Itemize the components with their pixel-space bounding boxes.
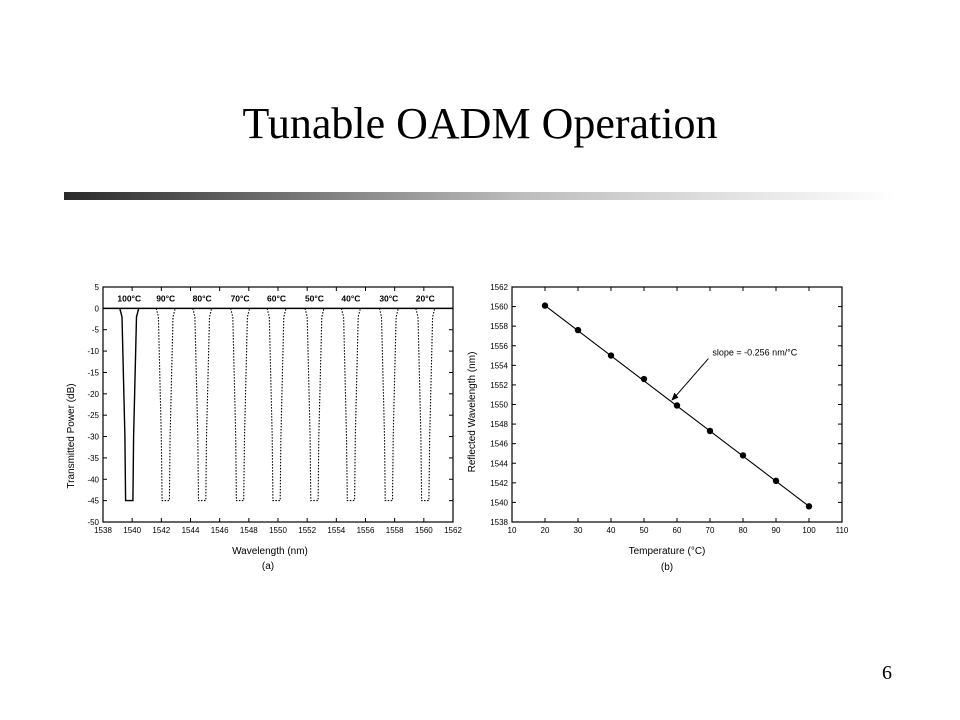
chart-b-annotation-arrow (674, 358, 709, 398)
chart-a-xtick-label: 1556 (357, 526, 375, 535)
chart-a-ytick-label: -20 (87, 390, 99, 399)
chart-b-xtick-label: 10 (508, 526, 517, 535)
chart-b-panel-label: (b) (661, 562, 673, 573)
chart-a-notch-0 (119, 308, 140, 502)
chart-b-data-point (574, 326, 582, 334)
chart-b-xtick-label: 70 (706, 526, 715, 535)
chart-b-data-point (772, 477, 780, 485)
chart-b-ytick-label: 1556 (490, 342, 508, 351)
chart-a-ytick-label: -5 (92, 326, 100, 335)
chart-a-xtick-label: 1540 (123, 526, 141, 535)
chart-a-notch-1 (155, 308, 176, 502)
chart-a-xtick-label: 1562 (444, 526, 462, 535)
chart-b-ylabel: Reflected Wavelength (nm) (467, 352, 478, 473)
chart-a-series-label: 80°C (193, 293, 212, 303)
chart-a-ylabel: Transmitted Power (dB) (66, 383, 77, 488)
chart-b-data-point (607, 352, 615, 359)
chart-b-ytick-label: 1546 (490, 440, 508, 449)
chart-b-data-point (673, 402, 681, 409)
chart-a-panel-label: (a) (262, 561, 274, 572)
chart-a-ytick-label: -10 (87, 347, 99, 356)
slide-title: Tunable OADM Operation (242, 99, 718, 148)
chart-a-notch-4 (266, 308, 287, 502)
chart-b-ytick-label: 1542 (490, 479, 508, 488)
chart-a-xtick-label: 1544 (182, 526, 200, 535)
chart-a-series-label: 20°C (416, 293, 435, 303)
chart-b-annotation-text: slope = -0.256 nm/°C (712, 348, 797, 358)
chart-a-xtick-label: 1550 (269, 526, 287, 535)
chart-a-plot-frame (102, 286, 454, 523)
chart-a-notch-5 (304, 308, 325, 502)
chart-a-xlabel: Wavelength (nm) (232, 546, 308, 557)
chart-a-xtick-label: 1554 (327, 526, 345, 535)
chart-b-xtick-label: 40 (607, 526, 616, 535)
chart-a-ytick-label: -40 (87, 475, 99, 484)
chart-a-xtick-label: 1542 (152, 526, 170, 535)
chart-b-ytick-label: 1560 (490, 303, 508, 312)
chart-b-xlabel: Temperature (°C) (629, 546, 706, 557)
chart-a-xtick-label: 1560 (415, 526, 433, 535)
chart-a-series-label: 40°C (341, 293, 360, 303)
chart-b-xtick-label: 60 (673, 526, 682, 535)
chart-a-notch-6 (340, 308, 361, 502)
chart-a-ytick-label: -15 (87, 368, 99, 377)
chart-b-ytick-label: 1554 (490, 361, 508, 370)
chart-a-notch-8 (415, 308, 436, 502)
chart-a-series-label: 90°C (156, 293, 175, 303)
chart-a-xtick-label: 1546 (211, 526, 229, 535)
chart-b-data-point (739, 452, 747, 459)
chart-a-xtick-label: 1538 (94, 526, 112, 535)
chart-a-xtick-label: 1558 (386, 526, 404, 535)
chart-b-ytick-label: 1558 (490, 322, 508, 331)
chart-a-series-label: 100°C (117, 293, 141, 303)
chart-b-xtick-label: 110 (836, 526, 849, 535)
chart-a-series-label: 60°C (267, 293, 286, 303)
chart-b-wavelength-vs-temperature: 10 20 30 40 50 60 70 80 90 100 110 1538 1540 1542 1544… (467, 283, 849, 573)
chart-b-ytick-label: 1550 (490, 401, 508, 410)
chart-b-ytick-label: 1562 (490, 283, 508, 292)
chart-b-ytick-label: 1544 (490, 459, 508, 468)
chart-a-xtick-label: 1548 (240, 526, 258, 535)
chart-a-series-label: 50°C (305, 293, 324, 303)
chart-b-data-point (805, 503, 813, 510)
chart-a-ytick-label: -25 (87, 411, 99, 420)
chart-b-xtick-label: 20 (541, 526, 550, 535)
chart-b-ytick-label: 1540 (490, 498, 508, 507)
chart-b-data-point (640, 375, 648, 383)
chart-b-xtick-label: 100 (802, 526, 816, 535)
chart-b-ytick-label: 1552 (490, 381, 508, 390)
chart-a-ytick-label: -50 (87, 518, 99, 527)
chart-a-notch-3 (230, 308, 251, 502)
chart-a-ytick-label: -30 (87, 433, 99, 442)
chart-a-series-label: 30°C (379, 293, 398, 303)
chart-b-annotation-arrowhead (671, 392, 679, 401)
chart-a-ytick-label: -35 (87, 454, 99, 463)
chart-b-ytick-label: 1538 (490, 518, 508, 527)
title-rule (64, 192, 896, 200)
chart-b-xtick-label: 50 (640, 526, 649, 535)
chart-a-notch-2 (192, 308, 213, 502)
page-number: 6 (882, 662, 892, 684)
chart-b-data-point (706, 427, 714, 435)
chart-a-xtick-label: 1552 (298, 526, 316, 535)
chart-a-transmission-spectrum: 1538 1540 1542 1544 1546 1548 1550 1552 1554 1556… (66, 283, 462, 572)
chart-a-series-label: 70°C (231, 293, 250, 303)
chart-b-data-point (541, 302, 549, 309)
chart-b-xtick-label: 30 (574, 526, 583, 535)
chart-b-xtick-label: 90 (772, 526, 781, 535)
chart-a-ytick-label: -45 (87, 497, 99, 506)
chart-a-notch-7 (378, 308, 399, 502)
chart-a-ytick-label: 5 (95, 283, 100, 292)
chart-b-ytick-label: 1548 (490, 420, 508, 429)
chart-a-ytick-label: 0 (95, 304, 100, 313)
chart-b-xtick-label: 80 (739, 526, 748, 535)
